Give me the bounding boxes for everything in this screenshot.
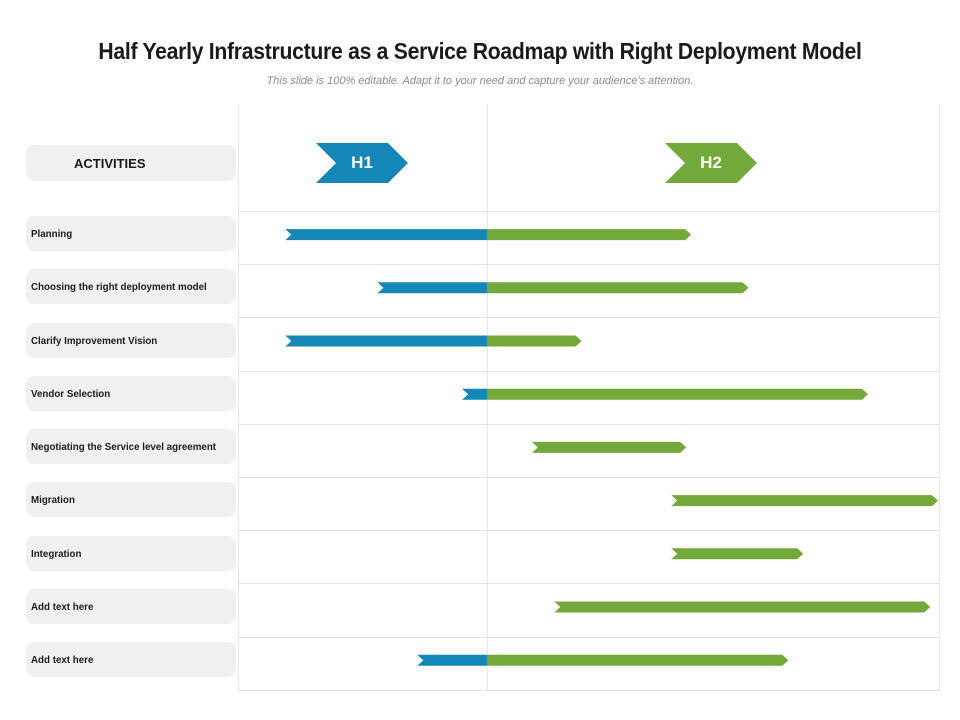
grid-line-row bbox=[238, 690, 940, 691]
activity-label: Add text here bbox=[26, 589, 236, 624]
activity-label: Vendor Selection bbox=[26, 376, 236, 411]
activity-label: Add text here bbox=[26, 642, 236, 677]
activity-label-text: Clarify Improvement Vision bbox=[31, 334, 158, 347]
activity-label-text: Vendor Selection bbox=[31, 387, 111, 400]
activity-label: Negotiating the Service level agreement bbox=[26, 429, 236, 464]
h1-label: H1 bbox=[351, 153, 373, 172]
grid-line-right bbox=[939, 104, 940, 690]
grid-line-row bbox=[238, 371, 940, 372]
grid-line-row bbox=[238, 317, 940, 318]
activities-header: ACTIVITIES bbox=[26, 145, 236, 181]
grid-line-row bbox=[238, 424, 940, 425]
bar-h2-segment bbox=[487, 388, 868, 400]
page-title: Half Yearly Infrastructure as a Service … bbox=[98, 38, 862, 64]
bar-h1-segment bbox=[417, 654, 487, 666]
activity-label: Choosing the right deployment model bbox=[26, 269, 236, 304]
activity-label: Clarify Improvement Vision bbox=[26, 323, 236, 358]
grid-line-row bbox=[238, 477, 940, 478]
bar-h1-segment bbox=[377, 282, 487, 294]
grid-line-row bbox=[238, 211, 940, 212]
bar-h2-segment bbox=[487, 282, 749, 294]
bar-h1-segment bbox=[285, 335, 487, 347]
activity-label-text: Add text here bbox=[31, 600, 94, 613]
activity-label-text: Choosing the right deployment model bbox=[31, 280, 207, 293]
h2-label: H2 bbox=[700, 153, 722, 172]
activity-label-text: Add text here bbox=[31, 653, 94, 666]
h2-chevron bbox=[665, 143, 757, 183]
bar-h2-segment bbox=[671, 548, 804, 560]
grid-line-row bbox=[238, 637, 940, 638]
bar-h2-segment bbox=[487, 229, 692, 241]
activity-label-text: Negotiating the Service level agreement bbox=[31, 440, 217, 453]
grid-line-row bbox=[238, 583, 940, 584]
bar-h1-segment bbox=[462, 388, 487, 400]
grid-line-row bbox=[238, 530, 940, 531]
activity-label-text: Integration bbox=[31, 547, 82, 560]
activity-label: Integration bbox=[26, 536, 236, 571]
grid-line-left bbox=[238, 104, 239, 690]
bar-h2-segment bbox=[531, 441, 687, 453]
grid-line-row bbox=[238, 264, 940, 265]
activity-label: Planning bbox=[26, 216, 236, 251]
h1-chevron bbox=[316, 143, 408, 183]
bar-h1-segment bbox=[285, 229, 487, 241]
page-subtitle: This slide is 100% editable. Adapt it to… bbox=[266, 75, 694, 87]
bar-h2-segment bbox=[487, 335, 582, 347]
activity-label-text: Migration bbox=[31, 493, 75, 506]
activity-label: Migration bbox=[26, 482, 236, 517]
bar-h2-segment bbox=[671, 495, 938, 507]
bar-h2-segment bbox=[554, 601, 931, 613]
activity-label-text: Planning bbox=[31, 227, 73, 240]
bar-h2-segment bbox=[487, 654, 789, 666]
